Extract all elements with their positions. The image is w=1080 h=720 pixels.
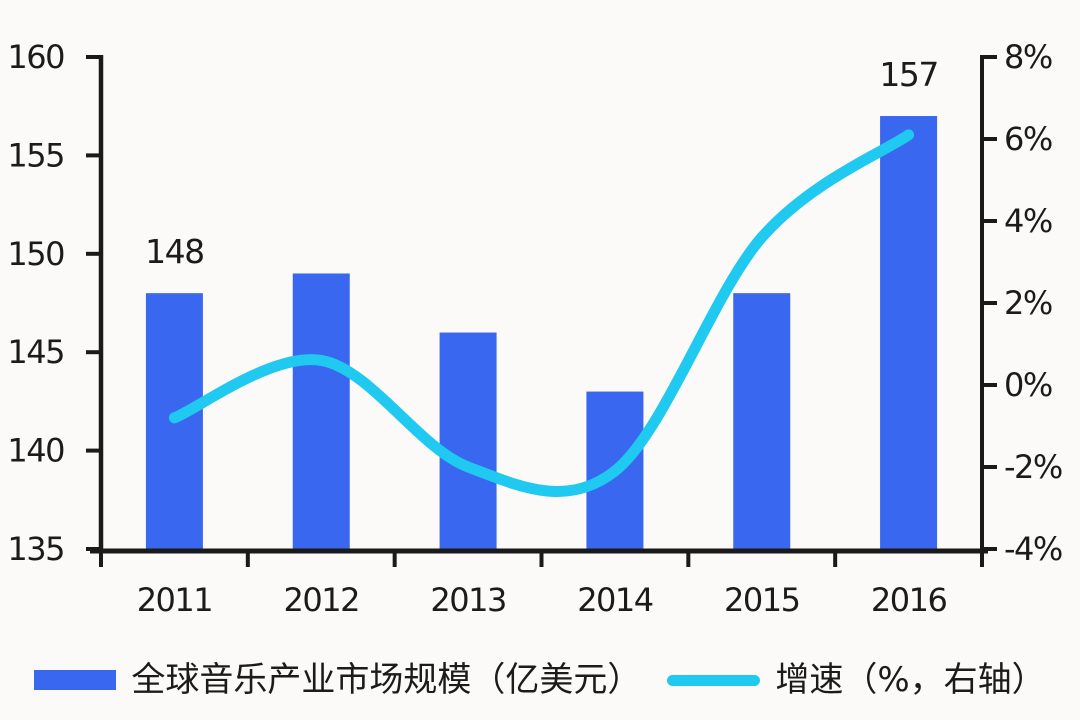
legend-item-market-size: 全球音乐产业市场规模（亿美元） [34, 663, 641, 697]
line-legend-swatch [667, 674, 761, 686]
bar-2013 [439, 332, 497, 552]
legend-item-growth: 增速（%，右轴） [667, 660, 1046, 700]
x-axis-category-label: 2011 [137, 581, 212, 619]
bar-legend-swatch [34, 670, 117, 690]
left-axis-tick-label: 145 [7, 333, 64, 371]
x-axis-category-label: 2014 [577, 581, 653, 619]
right-axis-tick-label: 6% [1004, 120, 1052, 158]
x-axis-category-label: 2012 [284, 581, 359, 619]
left-axis-tick-label: 155 [7, 136, 64, 174]
right-axis-tick-label: 4% [1004, 202, 1052, 240]
right-axis-tick-label: -4% [1004, 530, 1062, 568]
left-axis-tick-label: 150 [7, 235, 64, 273]
left-axis-tick-label: 135 [7, 530, 64, 568]
bar-2012 [292, 273, 350, 552]
right-axis-tick-label: 8% [1004, 38, 1052, 76]
line-legend-label: 增速（%，右轴） [775, 660, 1046, 700]
left-axis-tick-label: 140 [7, 432, 64, 470]
bar-legend-label: 全球音乐产业市场规模（亿美元） [131, 660, 642, 700]
left-axis-tick-label: 160 [7, 38, 64, 76]
x-axis-category-label: 2015 [724, 581, 799, 619]
bar-2016 [880, 116, 938, 552]
bar-data-label: 157 [879, 55, 938, 94]
right-axis-tick-label: 2% [1004, 284, 1052, 322]
legend: 全球音乐产业市场规模（亿美元） 增速（%，右轴） [0, 652, 1080, 708]
bar-2015 [733, 293, 791, 552]
right-axis-tick-label: -2% [1004, 448, 1062, 486]
x-axis-category-label: 2016 [871, 581, 947, 619]
chart-plot-area: 135 140 145 150 155 160 -4% -2% 0% 2% 4% 6% 8% 2011 20… [7, 38, 1063, 619]
bar-data-label: 148 [145, 232, 204, 271]
x-axis-category-label: 2013 [430, 581, 505, 619]
right-axis-tick-label: 0% [1004, 366, 1052, 404]
growth-line [168, 129, 915, 498]
